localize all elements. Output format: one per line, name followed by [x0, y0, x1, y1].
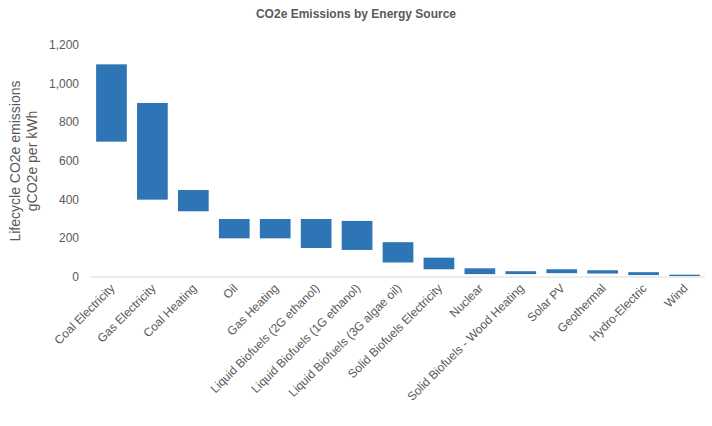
- y-tick-label: 200: [59, 231, 79, 245]
- bar: [669, 275, 700, 276]
- x-tick-label: Nuclear: [447, 281, 486, 320]
- bar: [96, 64, 127, 141]
- bar: [587, 270, 618, 273]
- bar: [383, 242, 414, 262]
- y-tick: [87, 238, 91, 239]
- bar: [342, 221, 373, 250]
- y-tick-label: 1,200: [49, 38, 79, 52]
- page: {"chart_data": {"type": "floating_bar", …: [0, 0, 712, 426]
- y-tick: [87, 45, 91, 46]
- bar: [424, 258, 455, 270]
- y-axis-label: gCO2e per kWh: [24, 111, 40, 211]
- bar: [137, 103, 168, 200]
- bar: [628, 272, 659, 275]
- title: CO2e Emissions by Energy Source: [256, 7, 456, 21]
- x-tick-label: Solid Biofuels - Wood Heating: [404, 281, 526, 403]
- chart: CO2e Emissions by Energy Source Lifecycle…: [0, 0, 712, 426]
- y-tick-label: 800: [59, 115, 79, 129]
- y-tick: [87, 277, 91, 278]
- x-axis: [91, 277, 705, 278]
- y-tick: [87, 199, 91, 200]
- bar: [465, 268, 496, 274]
- y-tick: [87, 161, 91, 162]
- y-tick: [87, 83, 91, 84]
- x-tick-label: Wind: [661, 281, 690, 310]
- bar: [178, 190, 209, 211]
- bar: [219, 219, 250, 238]
- bars: [96, 64, 700, 276]
- y-axis-label: Lifecycle CO2e emissions: [7, 80, 23, 241]
- y-tick-label: 600: [59, 154, 79, 168]
- y-tick-label: 400: [59, 193, 79, 207]
- x-tick-label: Hydro-Electric: [587, 281, 650, 344]
- y-tick-label: 1,000: [49, 77, 79, 91]
- x-tick-label: Solid Biofuels Electricity: [345, 281, 445, 381]
- bar: [546, 269, 577, 273]
- x-tick-label: Coal Heating: [140, 281, 199, 340]
- bar: [260, 219, 291, 238]
- bar: [505, 271, 536, 274]
- y-tick-label: 0: [72, 270, 79, 284]
- bar: [301, 219, 332, 248]
- y-tick: [87, 122, 91, 123]
- x-tick-label: Oil: [220, 281, 240, 301]
